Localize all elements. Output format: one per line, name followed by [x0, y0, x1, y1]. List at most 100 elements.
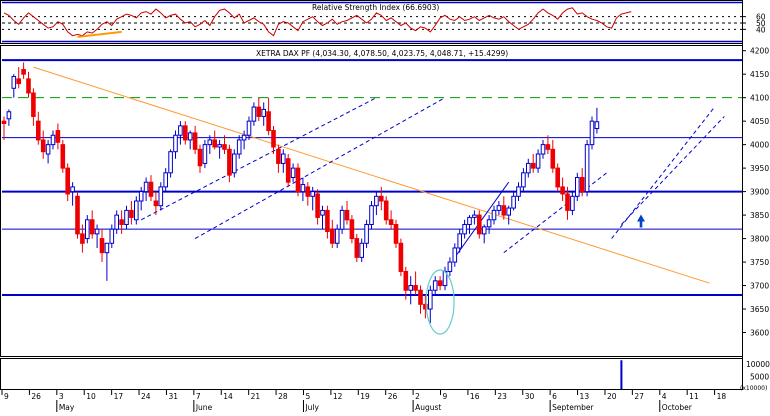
candle — [290, 163, 296, 183]
candle — [241, 130, 247, 150]
candle-body — [232, 153, 237, 174]
candle — [207, 135, 213, 155]
price-tick-label: 3650 — [750, 305, 769, 314]
month-label: June — [195, 403, 213, 412]
candle-body — [521, 172, 526, 188]
candle-body — [491, 209, 497, 221]
candle — [75, 191, 80, 239]
day-tick-label: 4 — [662, 392, 667, 401]
candle-body — [119, 219, 124, 225]
day-tick-label: 9 — [443, 392, 448, 401]
rsi-title: Relative Strength Index (66.6903) — [312, 3, 439, 12]
candle-body — [109, 228, 115, 244]
volume-panel — [0, 358, 743, 390]
day-tick-label: 18 — [717, 392, 727, 401]
candle — [432, 276, 438, 295]
candle — [486, 215, 492, 234]
candle-body — [423, 303, 428, 310]
x-axis: 9 26 3 10 17 24 31 7 14 21 28 5 12 19 26 2 9 16 23 30 6 13 20 2… — [1, 390, 727, 412]
candle — [143, 177, 149, 201]
candle-body — [393, 223, 399, 244]
channel-line — [454, 181, 510, 258]
candle — [393, 219, 399, 248]
candle — [183, 121, 188, 145]
candle — [134, 196, 139, 225]
candle — [423, 294, 428, 319]
candle — [467, 215, 472, 234]
candle — [276, 144, 281, 173]
candle-body — [99, 238, 105, 254]
candle-body — [31, 92, 36, 117]
candle-body — [481, 226, 487, 235]
candle-body — [305, 186, 311, 197]
volume-tick-label: 5000 — [750, 373, 769, 382]
volume-unit-label: (x10000) — [740, 385, 767, 392]
price-tick-label: 3700 — [750, 282, 769, 291]
candle-body — [418, 289, 423, 305]
candle-body — [584, 144, 590, 193]
candle-body — [124, 209, 129, 225]
candle-body — [26, 78, 31, 94]
candle — [447, 257, 453, 277]
candle — [330, 219, 335, 248]
candle-body — [114, 214, 120, 230]
candle — [236, 135, 242, 159]
rsi-tick-label: 40 — [756, 25, 766, 34]
candle-body — [428, 289, 433, 310]
month-label: August — [415, 403, 441, 412]
candle — [339, 205, 345, 234]
candle-body — [36, 120, 41, 141]
candle-body — [246, 120, 252, 136]
candle — [334, 224, 340, 248]
candle — [285, 154, 291, 187]
candle — [178, 121, 183, 145]
candle-body — [16, 78, 21, 85]
candle — [305, 182, 311, 206]
candle-body — [271, 130, 276, 148]
candle-body — [212, 139, 217, 148]
candle-body — [45, 144, 51, 155]
candle-body — [241, 134, 247, 141]
candle — [300, 177, 306, 201]
candle — [388, 210, 394, 230]
candle-body — [575, 177, 580, 197]
candle — [560, 177, 565, 201]
descending-trendline — [33, 66, 710, 284]
candle-body — [560, 186, 565, 195]
candle-body — [207, 139, 213, 146]
candle — [418, 285, 423, 314]
candle — [129, 201, 134, 225]
candle — [65, 163, 71, 201]
candle — [550, 139, 556, 173]
candle — [261, 102, 266, 126]
price-tick-label: 3900 — [750, 188, 769, 197]
volume-bar — [620, 360, 623, 389]
candle — [535, 149, 541, 173]
candle-body — [80, 233, 85, 244]
candle-body — [261, 108, 266, 117]
candle-body — [506, 207, 511, 216]
candle — [491, 205, 497, 225]
candle — [197, 144, 203, 173]
candle — [379, 186, 384, 211]
candle-body — [143, 181, 149, 193]
candle — [119, 210, 124, 234]
candle — [369, 201, 374, 230]
candle — [114, 210, 120, 234]
day-tick-label: 28 — [278, 392, 288, 401]
candle-body — [447, 261, 453, 272]
candle — [462, 219, 467, 239]
day-tick-label: 11 — [689, 392, 699, 401]
candle-body — [1, 120, 7, 124]
volume-tick-label: 10000 — [746, 360, 770, 369]
candle-body — [173, 134, 178, 153]
candle — [364, 219, 369, 248]
candle — [526, 158, 531, 178]
day-tick-label: 26 — [31, 392, 41, 401]
candle-body — [310, 191, 315, 197]
price-tick-label: 4150 — [750, 70, 769, 79]
day-tick-label: 30 — [525, 392, 535, 401]
candle-body — [388, 219, 394, 225]
